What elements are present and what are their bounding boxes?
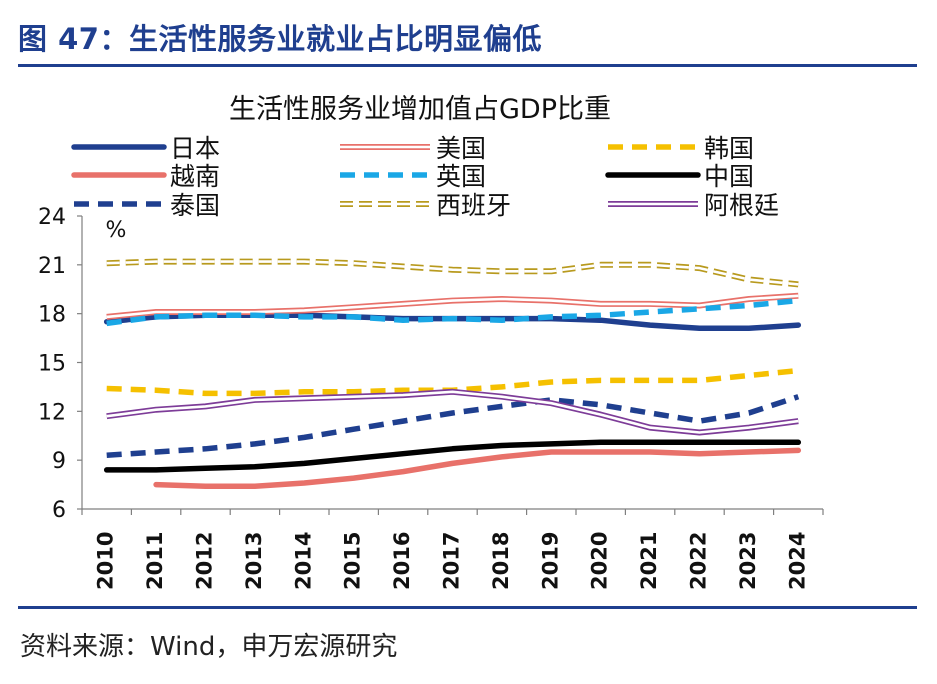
legend-item: 中国 (605, 162, 754, 191)
legend-label: 中国 (704, 162, 754, 191)
x-tick-label: 2024 (785, 532, 809, 590)
series-line-3 (153, 447, 802, 489)
x-tick-label: 2015 (341, 532, 365, 590)
x-tick-label: 2018 (489, 532, 513, 590)
x-tick-label: 2022 (687, 532, 711, 590)
x-tick-label: 2016 (390, 532, 414, 590)
series-line-7 (106, 258, 799, 288)
x-tick-label: 2012 (193, 532, 217, 590)
y-tick-label: 12 (38, 400, 66, 425)
source-note: 资料来源：Wind，申万宏源研究 (20, 632, 398, 662)
legend-item: 泰国 (74, 191, 220, 220)
legend-label: 阿根廷 (704, 191, 779, 220)
y-axis-unit-label: % (106, 218, 127, 243)
x-tick-label: 2014 (291, 532, 315, 590)
legend-label: 日本 (170, 134, 220, 163)
bottom-rule (18, 606, 917, 609)
x-tick-label: 2017 (440, 532, 464, 590)
series-line-5 (103, 439, 802, 473)
figure-title: 图 47：生活性服务业就业占比明显偏低 (18, 22, 542, 56)
legend-label: 西班牙 (436, 191, 511, 220)
x-tick-label: 2019 (538, 532, 562, 590)
x-tick-label: 2021 (637, 532, 661, 590)
series-layer (103, 258, 802, 489)
legend-item: 英国 (340, 162, 486, 191)
y-tick-label: 18 (38, 303, 66, 328)
legend-label: 美国 (436, 134, 486, 163)
x-tick-label: 2010 (94, 532, 118, 590)
y-tick-label: 9 (52, 449, 66, 474)
x-tick-label: 2023 (736, 532, 760, 590)
x-tick-label: 2011 (143, 532, 167, 590)
series-line-4 (106, 297, 799, 327)
legend-label: 韩国 (704, 134, 754, 163)
legend-item: 西班牙 (340, 191, 511, 220)
y-tick-label: 6 (52, 498, 66, 523)
legend-item: 韩国 (608, 134, 754, 163)
legend-label: 越南 (170, 162, 220, 191)
y-tick-label: 21 (38, 254, 66, 279)
legend-item: 越南 (71, 162, 220, 191)
chart-title: 生活性服务业增加值占GDP比重 (229, 94, 611, 125)
series-line-8 (106, 388, 799, 436)
x-tick-label: 2013 (242, 532, 266, 590)
legend-label: 泰国 (170, 191, 220, 220)
y-tick-label: 15 (38, 352, 66, 377)
legend-item: 阿根廷 (608, 191, 779, 220)
y-tick-label: 24 (38, 205, 66, 230)
series-line-1 (106, 292, 799, 320)
x-tick-label: 2020 (588, 532, 612, 590)
series-line-6 (106, 394, 800, 459)
legend-item: 日本 (71, 134, 220, 163)
legend-label: 英国 (436, 162, 486, 191)
axes: 6 9 12 15 18 21 24 2010 2011 2012 2013 2014 2015 2016… (38, 205, 824, 590)
top-rule (18, 64, 917, 67)
legend-item: 美国 (340, 134, 486, 163)
